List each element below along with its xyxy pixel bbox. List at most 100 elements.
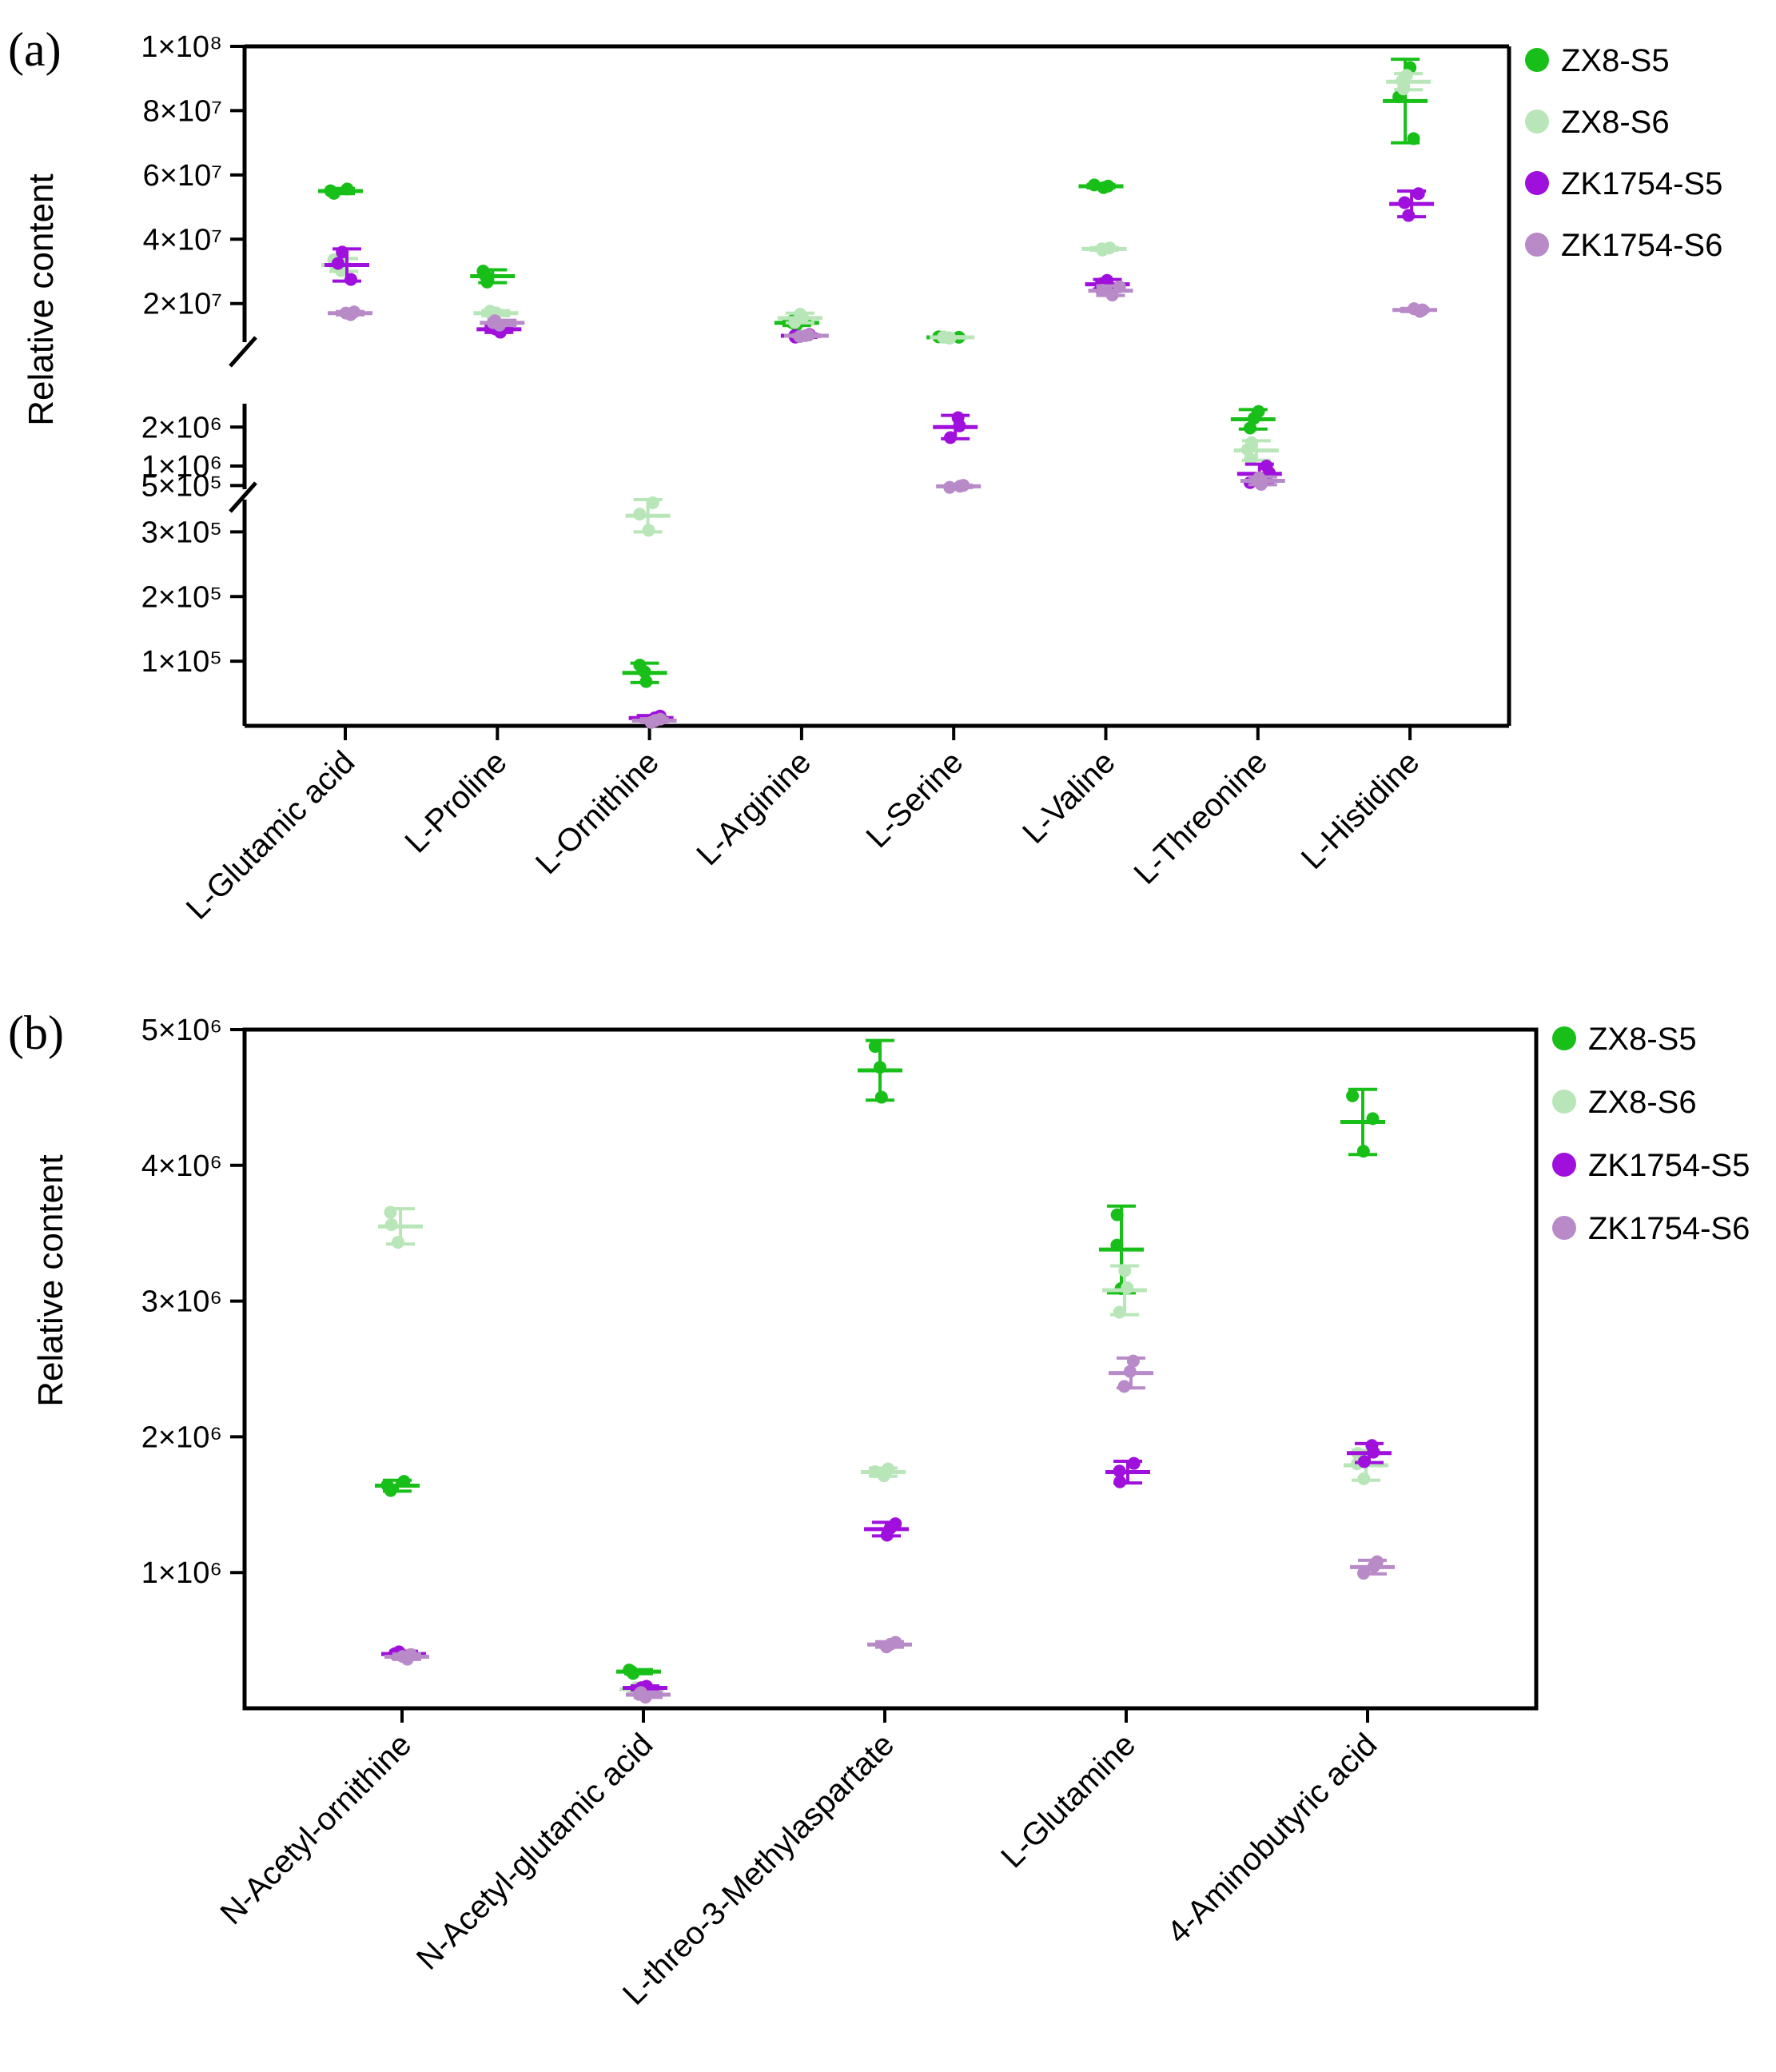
panel-b-zx8-s5-l-threo-3-methylaspartate [858,1038,902,1104]
panel-a-zx8-s6-l-serine [930,330,975,345]
panel-a-legend-label-zx8-s6: ZX8-S6 [1561,105,1670,140]
panel-b-y-tick-label: 1×10⁶ [141,1556,222,1590]
panel-a-legend-label-zx8-s5: ZX8-S5 [1561,43,1670,78]
panel-a-y-tick-label: 3×10⁵ [141,516,222,549]
panel-a-zx8-s5-l-ornithine [622,658,667,688]
panel-a-zk1754-s5-l-histidine-point [1412,187,1425,201]
panel-a-y-tick-label: 2×10⁶ [141,411,222,444]
panel-b-legend-label-zk1754-s6: ZK1754-S6 [1588,1211,1750,1246]
panel-a-zk1754-s6-l-histidine [1392,302,1438,318]
panel-b-label: (b) [8,1006,64,1059]
panel-a-legend-marker-zx8-s6 [1525,110,1549,133]
panel-a-x-tick-label-l-arginine: L-Arginine [690,744,818,872]
panel-a-zx8-s6-l-threonine [1233,436,1279,466]
panel-b-zx8-s5-n-acetyl-ornithine [375,1475,420,1497]
panel-b-zx8-s6-n-acetyl-ornithine-point [391,1236,404,1249]
panel-b-legend-label-zk1754-s5: ZK1754-S5 [1588,1148,1750,1183]
panel-b-legend: ZX8-S5 ZX8-S6 ZK1754-S5 ZK1754-S6 [1552,1022,1750,1246]
panel-b-zx8-s5-4-aminobutyric-acid [1340,1087,1385,1158]
panel-b-y-tick-label: 5×10⁶ [141,1014,222,1047]
panel-b-x-tick-label-l-glutamine: L-Glutamine [994,1727,1142,1875]
panel-b-x-tick-label-n-acetyl-glutamic-acid: N-Acetyl-glutamic acid [410,1727,659,1976]
panel-a-y-tick-label: 2×10⁷ [143,288,222,321]
panel-a-zk1754-s5-l-serine [933,411,978,444]
panel-b-x-tick-label-n-acetyl-ornithine: N-Acetyl-ornithine [213,1727,418,1931]
panel-a-x-tick-label-l-histidine: L-Histidine [1295,744,1427,876]
panel-a-label: (a) [8,23,62,76]
panel-a-axis-break-mark [229,336,257,368]
panel-a-y-tick-label: 4×10⁷ [143,223,222,257]
panel-b-zx8-s6-n-acetyl-ornithine [378,1205,423,1249]
panel-a-zk1754-s6-l-arginine [783,328,829,344]
panel-a-y-axis-title: Relative content [22,173,61,426]
panel-b-zk1754-s5-4-aminobutyric-acid [1347,1439,1392,1468]
panel-b-x-tick-label-l-threo-3-methylaspartate: L-threo-3-Methylaspartate [616,1727,902,2012]
panel-b: (b) Relative content 1×10⁶ 2×10⁶ 3×10⁶ 4×10… [8,1006,1750,2012]
panel-a-y-tick-label: 5×10⁵ [141,469,222,503]
panel-b-zk1754-s6-l-glutamine [1109,1354,1153,1393]
panel-b-legend-marker-zx8-s5 [1552,1026,1576,1050]
panel-b-zx8-s5-l-glutamine [1099,1204,1144,1295]
panel-a-x-tick-label-l-ornithine: L-Ornithine [529,744,666,881]
panel-b-plot-area: 1×10⁶ 2×10⁶ 3×10⁶ 4×10⁶ 5×10⁶ N-Acetyl-ornith… [141,1014,1539,2012]
panel-a-zx8-s5-l-proline [470,265,516,289]
panel-a-axis-break-mark [229,481,257,513]
panel-a-x-tick-label-l-threonine: L-Threonine [1128,744,1275,891]
panel-a-zk1754-s6-l-ornithine [631,712,677,729]
panel-a-y-tick-label: 8×10⁷ [143,94,222,128]
panel-b-zk1754-s6-n-acetyl-glutamic-acid [626,1686,671,1704]
panel-a-zx8-s6-l-ornithine [625,496,671,537]
panel-b-legend-marker-zk1754-s6 [1552,1216,1576,1240]
panel-a: (a) Relative content 1×10⁵ 2×10⁵ 3×10⁵ 5×10… [8,23,1722,926]
panel-b-zk1754-s6-4-aminobutyric-acid [1350,1555,1395,1580]
panel-a-x-tick-label-l-glutamic-acid: L-Glutamic acid [180,744,362,926]
panel-b-zk1754-s5-l-glutamine [1105,1456,1150,1488]
panel-b-zx8-s5-n-acetyl-glutamic-acid [616,1664,661,1680]
panel-a-zk1754-s6-l-glutamic-acid [328,305,372,321]
panel-a-x-tick-label-l-serine: L-Serine [860,744,970,855]
panel-b-zx8-s6-l-glutamine [1102,1264,1147,1319]
panel-a-zx8-s5-l-glutamic-acid [318,182,363,200]
panel-a-legend-marker-zk1754-s6 [1525,233,1549,257]
panel-b-zx8-s6-l-glutamine-point [1121,1281,1134,1294]
panel-a-y-tick-label: 2×10⁵ [141,580,222,614]
panel-a-zk1754-s5-l-histidine [1389,187,1435,222]
panel-b-legend-marker-zx8-s6 [1552,1090,1576,1114]
panel-a-y-tick-label: 1×10⁵ [141,645,222,679]
panel-a-zk1754-s6-l-valine [1088,280,1133,302]
panel-a-legend-marker-zk1754-s5 [1525,171,1549,195]
panel-a-y-tick-label: 1×10⁸ [141,30,222,64]
panel-b-zk1754-s6-l-threo-3-methylaspartate [867,1636,912,1654]
panel-b-legend-label-zx8-s6: ZX8-S6 [1588,1085,1697,1120]
panel-a-legend-label-zk1754-s5: ZK1754-S5 [1561,166,1722,201]
panel-a-zk1754-s5-l-glutamic-acid [325,245,369,286]
panel-b-zk1754-s5-l-threo-3-methylaspartate [864,1517,909,1542]
panel-a-y-tick-label: 1×10⁶ [141,450,222,484]
panel-b-zx8-s6-l-threo-3-methylaspartate [861,1462,906,1483]
panel-a-zk1754-s6-l-serine [936,479,982,494]
panel-b-y-tick-label: 3×10⁶ [141,1285,222,1319]
panel-b-zk1754-s5-l-glutamine-point [1127,1456,1141,1470]
panel-a-zx8-s6-l-arginine [777,308,822,329]
panel-a-legend: ZX8-S5 ZX8-S6 ZK1754-S5 ZK1754-S6 [1525,43,1722,263]
panel-a-zk1754-s6-l-proline [480,314,525,332]
panel-a-zx8-s6-l-valine [1081,241,1127,257]
panel-a-zx8-s5-l-threonine [1230,404,1276,435]
panel-b-y-axis-title: Relative content [31,1154,70,1407]
panel-a-legend-marker-zx8-s5 [1525,48,1549,72]
panel-b-x-tick-label-4-aminobutyric-acid: 4-Aminobutyric acid [1161,1727,1384,1950]
panel-a-zx8-s6-l-histidine [1386,69,1432,96]
panel-b-frame [242,1027,1539,1711]
panel-b-zk1754-s6-n-acetyl-ornithine [384,1648,429,1666]
panel-b-zx8-s5-l-threo-3-methylaspartate-point [868,1040,882,1054]
panel-a-x-tick-label-l-valine: L-Valine [1016,744,1122,851]
panel-a-legend-label-zk1754-s6: ZK1754-S6 [1561,228,1722,263]
panel-a-y-tick-label: 6×10⁷ [143,159,222,193]
panel-b-zx8-s5-4-aminobutyric-acid-point [1346,1089,1360,1102]
panel-a-zx8-s5-l-valine [1078,178,1124,194]
panel-b-y-tick-label: 2×10⁶ [141,1421,222,1454]
panel-b-legend-marker-zk1754-s5 [1552,1153,1576,1177]
panel-a-x-tick-label-l-proline: L-Proline [398,744,513,859]
